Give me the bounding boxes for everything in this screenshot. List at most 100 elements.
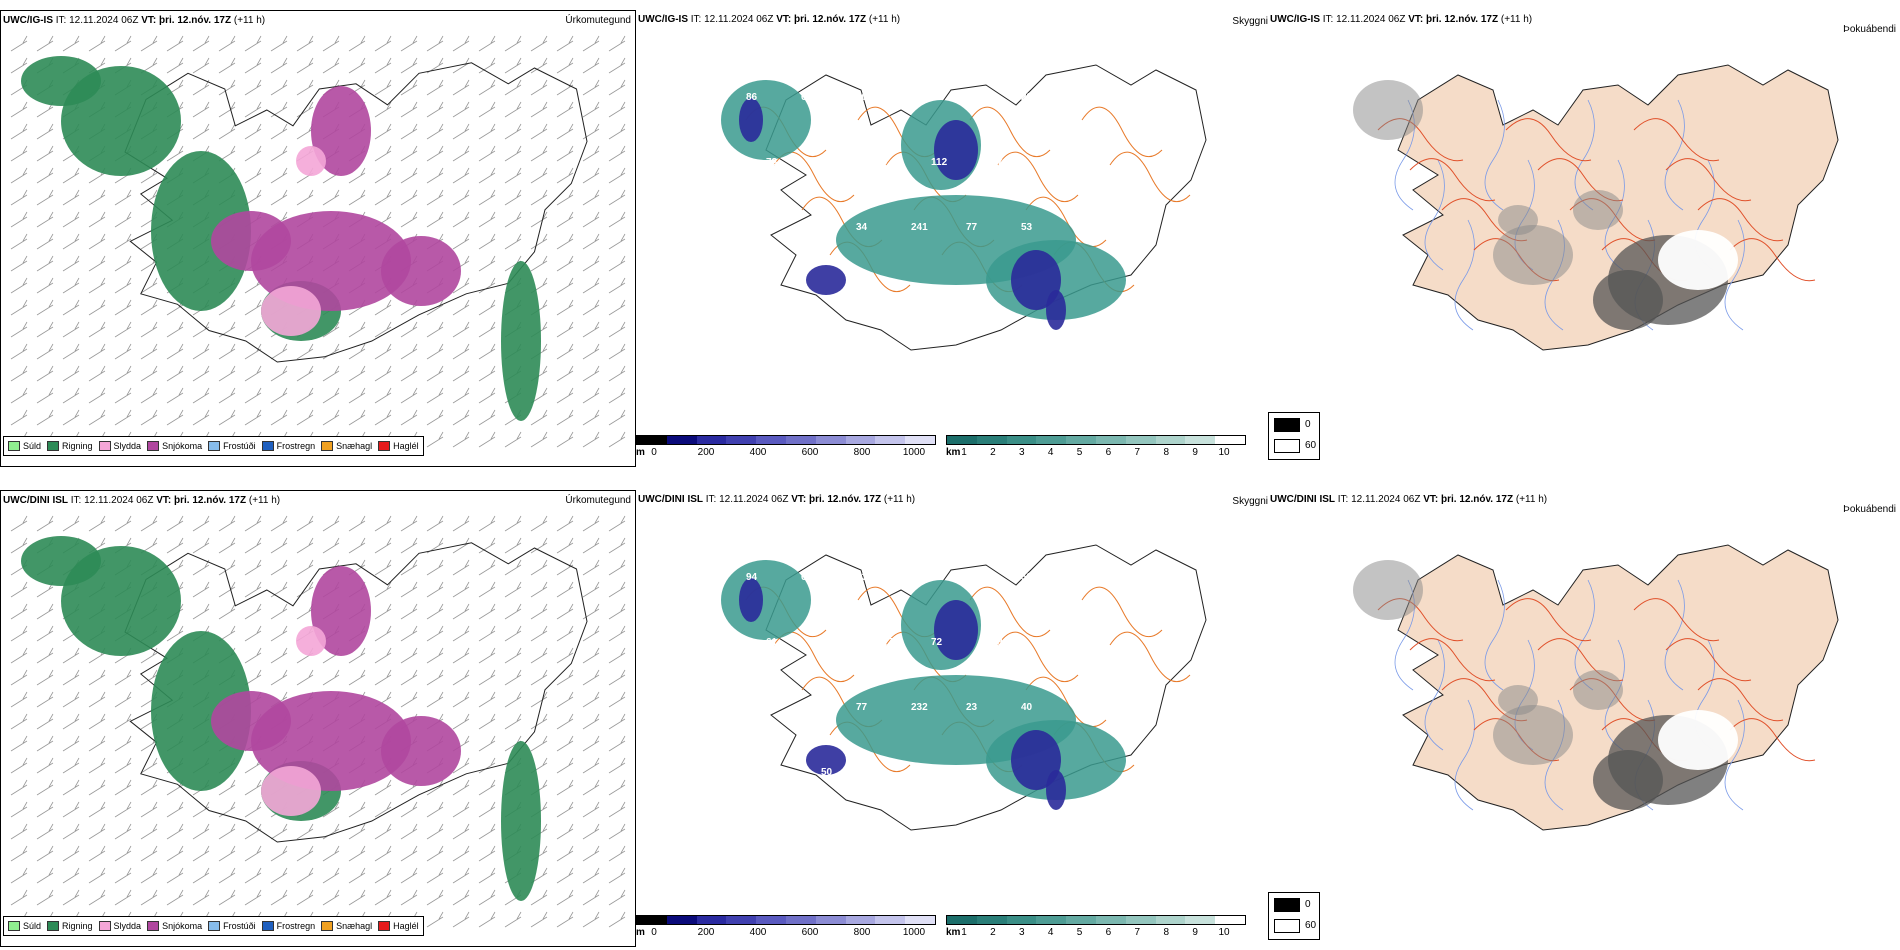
cloud-base-area — [806, 745, 846, 775]
legend-label: Snjókoma — [162, 441, 203, 451]
colorbar-segment — [947, 436, 977, 444]
visibility-map: 94 66 136 53 57 59 61 811 127 72 209 82 815 134 77 232 2… — [721, 544, 1207, 831]
cloud-base-label: 241 — [911, 222, 928, 233]
colorbar-segment — [976, 436, 1007, 444]
precip-legend-item: Súld — [8, 921, 41, 931]
colorbar-tick: 200 — [697, 447, 715, 458]
cloud-base-label: 113 — [1041, 157, 1058, 168]
legend-label: Slydda — [113, 441, 142, 451]
cloud-base-label: 815 — [746, 702, 763, 713]
colorbar-tick: 800 — [853, 447, 871, 458]
colorbar-segment — [976, 916, 1007, 924]
panel-header: UWC/DINI ISL IT: 12.11.2024 06Z VT: þri.… — [3, 495, 281, 506]
coastline — [124, 62, 588, 363]
visibility-panel-2: UWC/DINI ISL IT: 12.11.2024 06Z VT: þri.… — [636, 490, 1268, 945]
colorbar-segment — [726, 436, 757, 444]
colorbar-tick: 1 — [961, 447, 967, 458]
colorbar-tick: 200 — [697, 927, 715, 938]
cloud-base-label: 72 — [931, 637, 943, 648]
rain-area — [21, 56, 101, 106]
colorbar-segment — [696, 436, 727, 444]
colorbar-tick: 0 — [651, 927, 657, 938]
rain-area — [21, 536, 101, 586]
precip-legend-item: Slydda — [98, 921, 141, 931]
snow-area — [311, 86, 371, 176]
cloud-base-label: 86 — [801, 222, 813, 233]
fog-legend-black-swatch — [1274, 898, 1300, 912]
colorbar-tick: 7 — [1134, 447, 1141, 458]
legend-label: Snæhagl — [336, 921, 373, 931]
fog-map — [1353, 544, 1839, 831]
cloud-base-label: 23 — [966, 702, 978, 713]
cloud-base-label: 68 — [876, 157, 888, 168]
colorbar-tick: 4 — [1047, 927, 1054, 938]
fog-area — [1353, 80, 1423, 140]
legend-swatch — [8, 441, 20, 451]
precip-legend-item: Haglél — [378, 921, 419, 931]
fog-area — [1658, 710, 1738, 770]
colorbar-segment — [756, 916, 786, 924]
colorbar-tick: 7 — [1134, 927, 1141, 938]
colorbar-tick: 10 — [1218, 927, 1230, 938]
colorbar-segment — [637, 436, 667, 444]
colorbar-strip — [636, 915, 936, 925]
cloud-base-area — [739, 98, 763, 142]
legend-label: Frostúði — [223, 441, 256, 451]
visibility-panel-1: UWC/IG-IS IT: 12.11.2024 06Z VT: þri. 12… — [636, 10, 1268, 465]
cloud-base-area — [806, 265, 846, 295]
legend-swatch — [147, 921, 160, 931]
legend-swatch — [261, 921, 274, 931]
cloud-base-label: 232 — [911, 702, 928, 713]
precip-legend-item: Slydda — [98, 441, 142, 451]
colorbar-tick: 600 — [801, 927, 819, 938]
colorbar-segment — [1155, 436, 1186, 444]
colorbar-segment — [1185, 436, 1216, 444]
cloud-base-label: 198 — [766, 767, 783, 778]
cloud-base-area — [1011, 250, 1061, 310]
cloud-base-label: 209 — [986, 637, 1003, 648]
snow-area — [211, 691, 291, 751]
panel-header: UWC/IG-IS IT: 12.11.2024 06Z VT: þri. 12… — [3, 15, 266, 26]
cloud-base-label: 61 — [766, 637, 778, 648]
panel-title: Skyggni — [1232, 16, 1268, 27]
precip-map — [10, 515, 626, 928]
fog-area — [1593, 750, 1663, 810]
cloud-base-area — [934, 120, 978, 180]
precip-map — [10, 35, 626, 448]
colorbar-strip — [946, 435, 1246, 445]
snow-area — [311, 566, 371, 656]
colorbar-segment — [1185, 916, 1216, 924]
fog-legend-white-swatch — [1274, 439, 1300, 453]
legend-label: Snæhagl — [336, 441, 373, 451]
colorbar-tick: 400 — [749, 927, 767, 938]
cloud-base-label: 77 — [966, 222, 978, 233]
cloud-base-colorbar: m 0 200 400 600 800 1000 — [636, 435, 946, 461]
colorbar-segment — [815, 916, 846, 924]
legend-swatch — [321, 441, 334, 451]
colorbar-segment — [905, 436, 935, 444]
colorbar-segment — [1215, 916, 1245, 924]
colorbar-segment — [696, 916, 727, 924]
colorbar-segment — [1095, 436, 1126, 444]
colorbar-segment — [1036, 916, 1067, 924]
cloud-base-label: 127 — [876, 637, 893, 648]
legend-swatch — [378, 441, 391, 451]
colorbar-unit: km — [946, 447, 961, 458]
legend-label: Rigning — [62, 441, 93, 451]
visibility-map: 86 68 105 85 64 296 78 333 68 112 147 113 82 86 34 241 7… — [721, 64, 1207, 351]
colorbar-strip — [946, 915, 1246, 925]
colorbar-tick: 10 — [1218, 447, 1230, 458]
legend-label: Snjókoma — [162, 921, 203, 931]
precip-legend: Súld Rigning Slydda Snjókoma Frostúði Frostre… — [3, 916, 424, 936]
precip-legend-item: Snjókoma — [147, 441, 202, 451]
fog-area — [1658, 230, 1738, 290]
cloud-base-label: 86 — [746, 92, 758, 103]
cloud-base-label: 333 — [821, 157, 838, 168]
cloud-base-area — [739, 578, 763, 622]
cloud-base-label: 68 — [801, 92, 813, 103]
colorbar-segment — [845, 916, 876, 924]
precip-legend: Súld Rigning Slydda Snjókoma Frostúði Frostre… — [3, 436, 424, 456]
fog-area — [1573, 190, 1623, 230]
cloud-base-area — [1046, 290, 1066, 330]
panel-header: UWC/DINI ISL IT: 12.11.2024 06Z VT: þri.… — [1270, 494, 1548, 505]
